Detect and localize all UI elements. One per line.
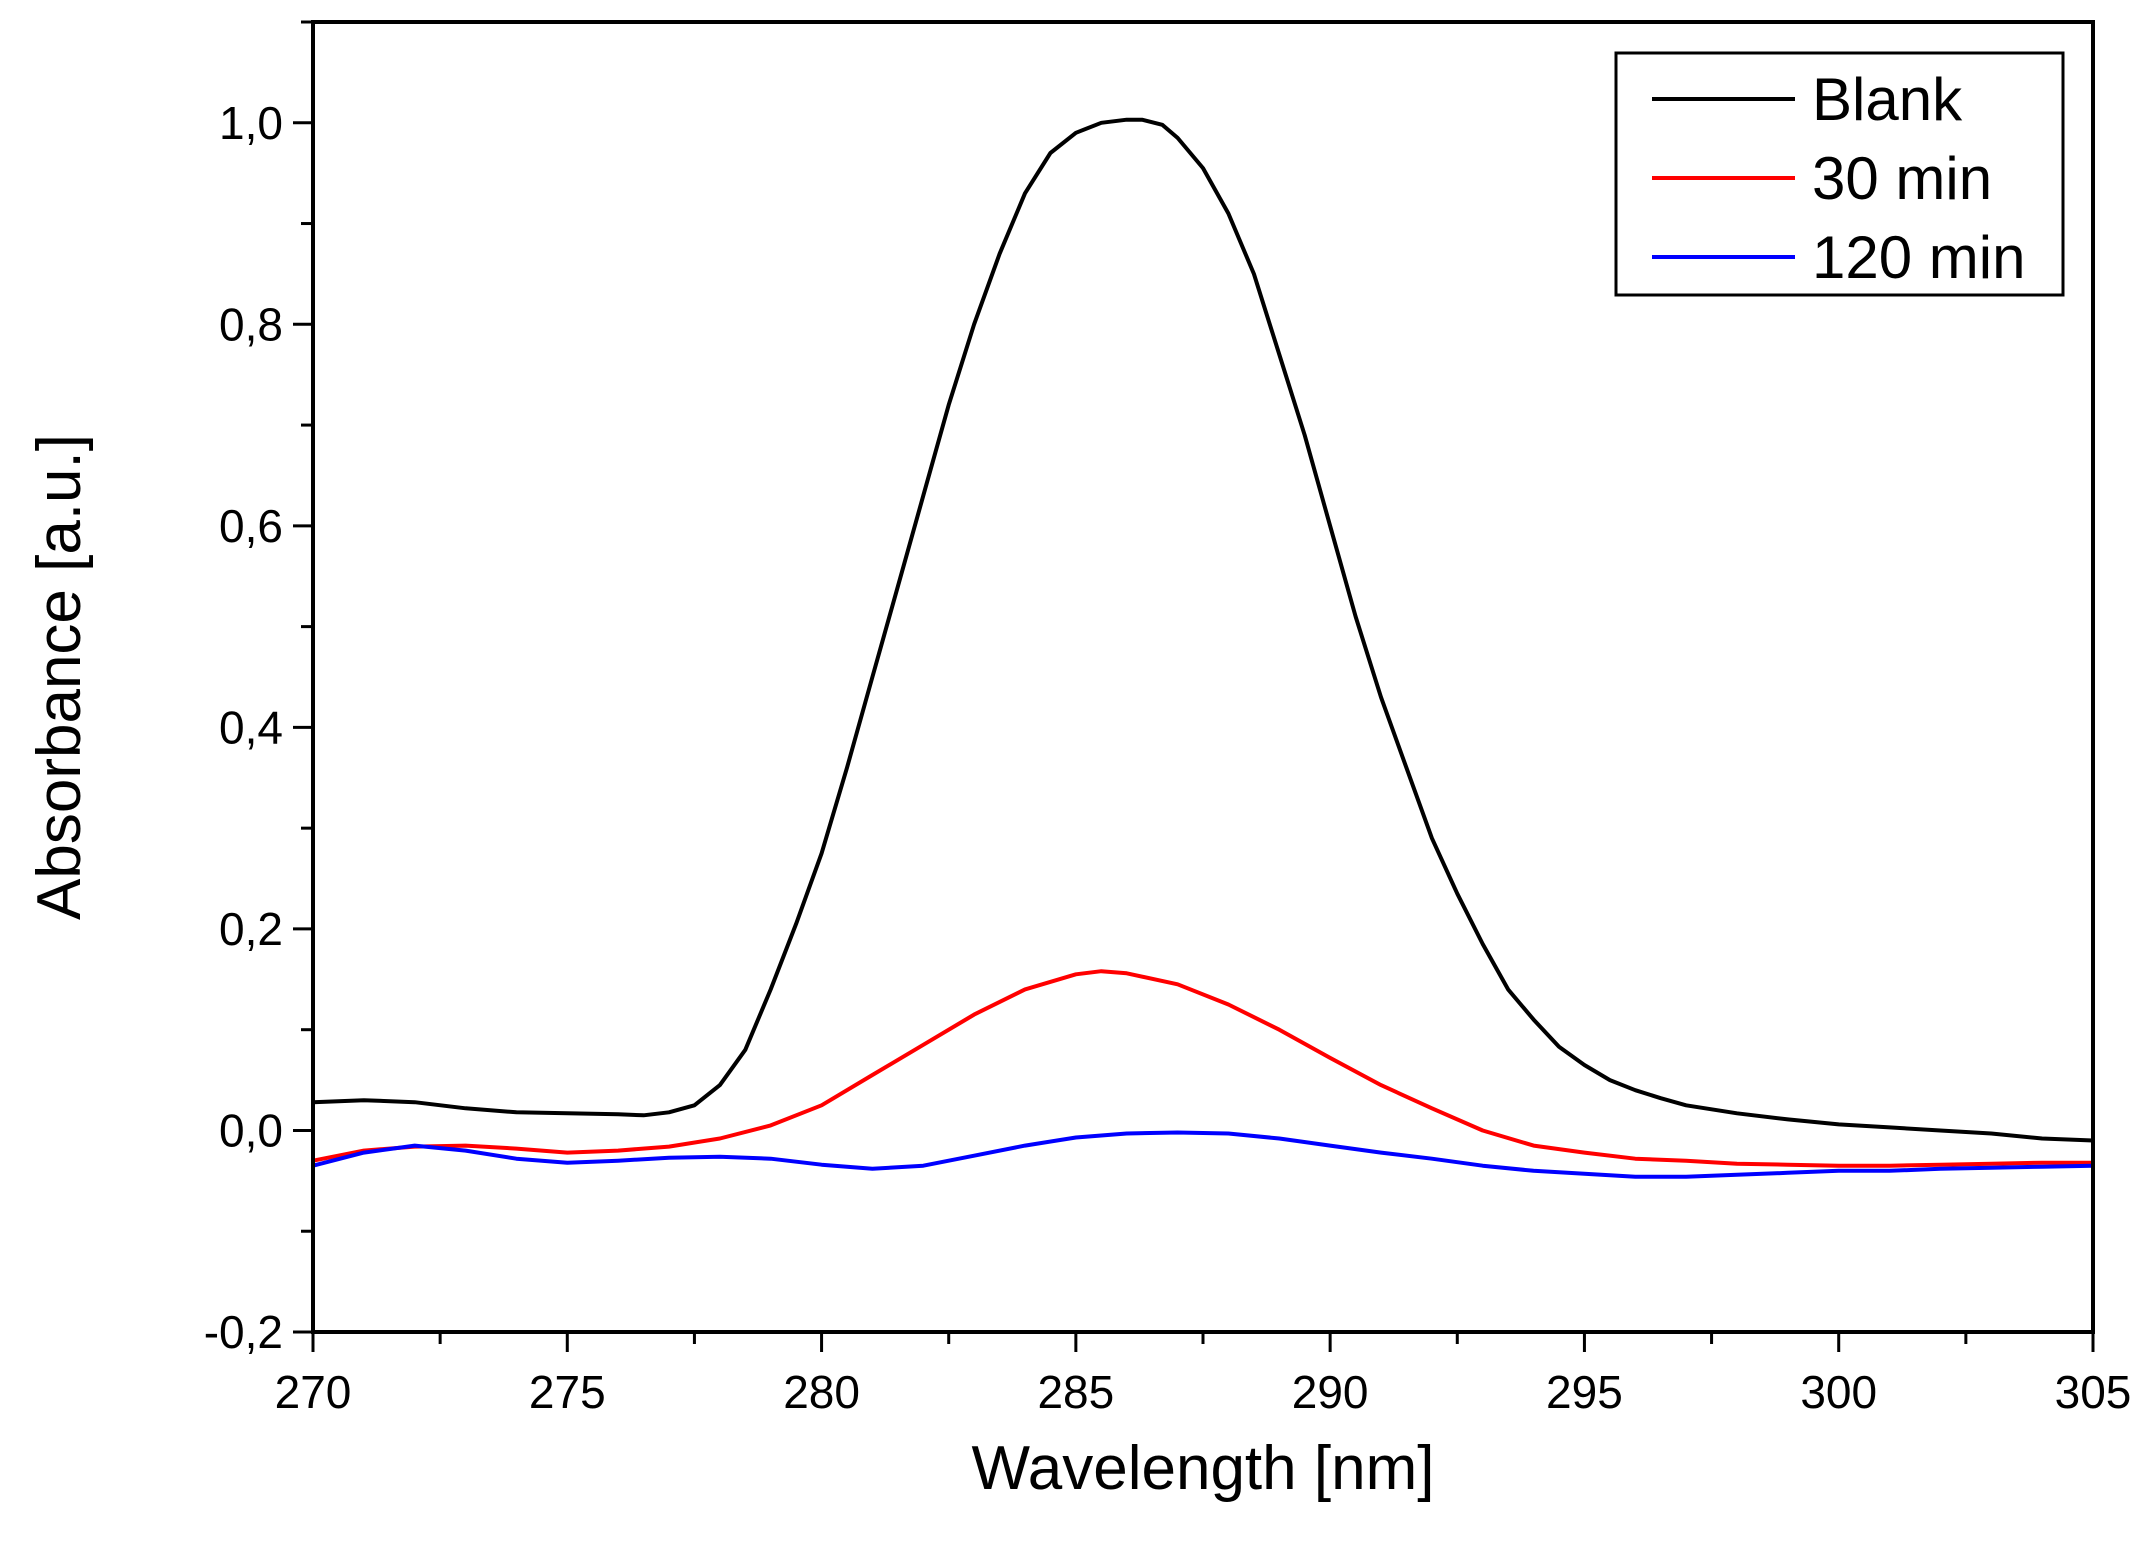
x-tick-label: 295 [1546, 1366, 1623, 1418]
legend-label-blank: Blank [1812, 66, 1963, 133]
ticks-layer [293, 20, 2095, 1352]
y-tick-label: 0,2 [219, 903, 283, 955]
legend-label-30-min: 30 min [1812, 145, 1992, 212]
x-tick-label: 270 [275, 1366, 352, 1418]
y-tick-label: -0,2 [204, 1306, 283, 1358]
legend: Blank 30 min 120 min [1614, 51, 2065, 297]
y-tick-label: 0,6 [219, 500, 283, 552]
y-tick-label: 0,0 [219, 1104, 283, 1156]
x-tick-label: 285 [1037, 1366, 1114, 1418]
y-tick-label: 1,0 [219, 97, 283, 149]
tick-labels-layer: 270 275 280 285 290 295 300 305 -0,2 0,0 0,2 0,4 0,6… [204, 97, 2132, 1418]
y-tick-label: 0,8 [219, 298, 283, 350]
x-tick-label: 300 [1800, 1366, 1877, 1418]
x-tick-label: 290 [1292, 1366, 1369, 1418]
plot-frame [311, 20, 2095, 1334]
series-line-30-min [311, 969, 2095, 1168]
x-tick-label: 275 [529, 1366, 606, 1418]
y-tick-label: 0,4 [219, 701, 283, 753]
legend-box [1614, 51, 2065, 297]
legend-label-120-min: 120 min [1812, 224, 2025, 291]
x-tick-label: 305 [2055, 1366, 2132, 1418]
series-layer [311, 117, 2095, 1179]
x-tick-label: 280 [783, 1366, 860, 1418]
x-axis-title: Wavelength [nm] [972, 1434, 1435, 1503]
series-line-120-min [311, 1130, 2095, 1179]
series-line-blank [311, 117, 2095, 1143]
y-axis-title: Absorbance [a.u.] [25, 434, 94, 920]
